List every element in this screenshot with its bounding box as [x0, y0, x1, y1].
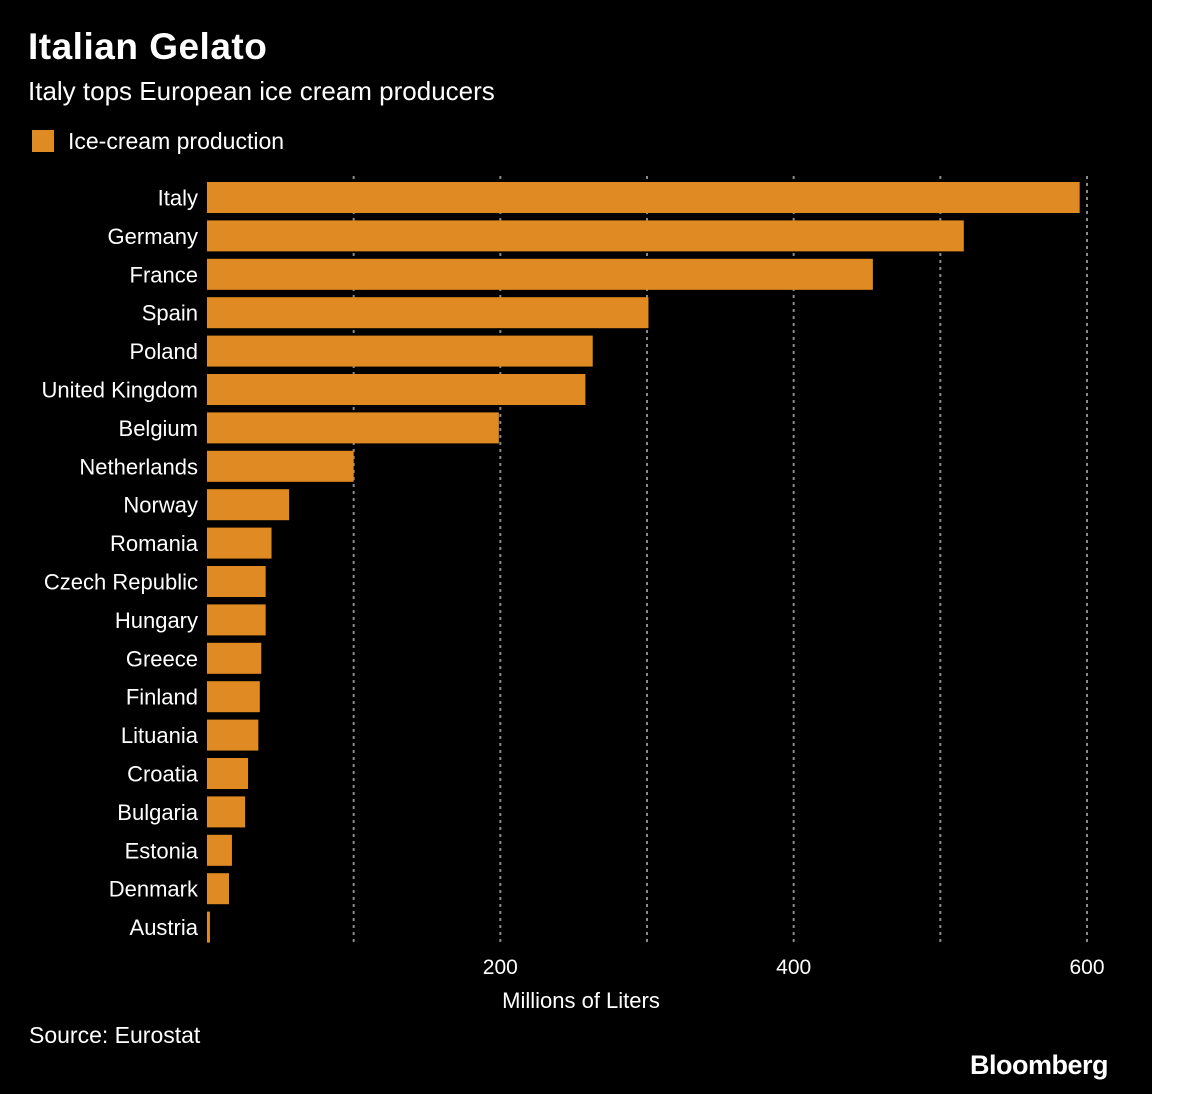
- category-label: Estonia: [125, 838, 199, 863]
- bars: [207, 182, 1080, 943]
- bar-italy: [207, 182, 1080, 213]
- bar-chart: Italy Germany France Spain Poland United King…: [41, 176, 1105, 1013]
- bar-lituania: [207, 719, 259, 751]
- bar-germany: [207, 220, 964, 252]
- x-axis-ticks: 200 400 600: [483, 956, 1105, 979]
- chart-title: Italian Gelato: [28, 26, 268, 67]
- category-label: Greece: [126, 646, 198, 671]
- legend: Ice-cream production: [32, 126, 284, 156]
- bar-denmark: [207, 873, 229, 905]
- bar-estonia: [207, 834, 232, 866]
- category-label: United Kingdom: [41, 378, 198, 403]
- bar-france: [207, 258, 873, 290]
- bar-belgium: [207, 412, 499, 444]
- source-note: Source: Eurostat: [29, 1022, 201, 1048]
- bar-finland: [207, 681, 260, 713]
- category-label: Romania: [110, 531, 199, 556]
- x-tick-label: 600: [1069, 956, 1104, 979]
- category-label: Denmark: [109, 877, 199, 902]
- legend-label: Ice-cream production: [68, 127, 285, 154]
- category-label: Spain: [142, 301, 198, 326]
- category-label: Austria: [130, 915, 199, 940]
- category-label: Germany: [108, 224, 198, 249]
- bar-norway: [207, 489, 290, 521]
- chart-subtitle: Italy tops European ice cream producers: [28, 76, 495, 106]
- bar-greece: [207, 642, 262, 674]
- category-label: Italy: [158, 186, 198, 211]
- bar-czech-republic: [207, 566, 266, 597]
- category-label: Finland: [126, 685, 198, 710]
- category-label: Lituania: [121, 723, 199, 748]
- category-labels: Italy Germany France Spain Poland United King…: [41, 186, 199, 941]
- chart-canvas: Italian Gelato Italy tops European ice c…: [0, 0, 1152, 1094]
- bar-united-kingdom: [207, 374, 586, 405]
- category-label: Croatia: [127, 762, 199, 787]
- x-axis-title: Millions of Liters: [502, 988, 660, 1013]
- category-label: Belgium: [119, 416, 198, 441]
- x-tick-label: 400: [776, 956, 811, 979]
- bar-croatia: [207, 758, 249, 789]
- category-label: Hungary: [115, 608, 198, 633]
- bar-hungary: [207, 604, 266, 636]
- bar-poland: [207, 335, 593, 367]
- bar-romania: [207, 527, 272, 559]
- category-label: Bulgaria: [117, 800, 198, 825]
- category-label: Poland: [129, 339, 198, 364]
- bar-bulgaria: [207, 796, 246, 828]
- bar-austria: [207, 911, 210, 943]
- category-label: Czech Republic: [44, 570, 198, 595]
- legend-swatch: [32, 130, 54, 152]
- x-tick-label: 200: [483, 956, 518, 979]
- gridlines: [352, 176, 1088, 944]
- category-label: Norway: [123, 493, 198, 518]
- category-label: France: [130, 262, 198, 287]
- bar-spain: [207, 297, 649, 329]
- category-label: Netherlands: [79, 454, 198, 479]
- brand-logo: Bloomberg: [969, 1050, 1109, 1080]
- bar-netherlands: [207, 450, 354, 482]
